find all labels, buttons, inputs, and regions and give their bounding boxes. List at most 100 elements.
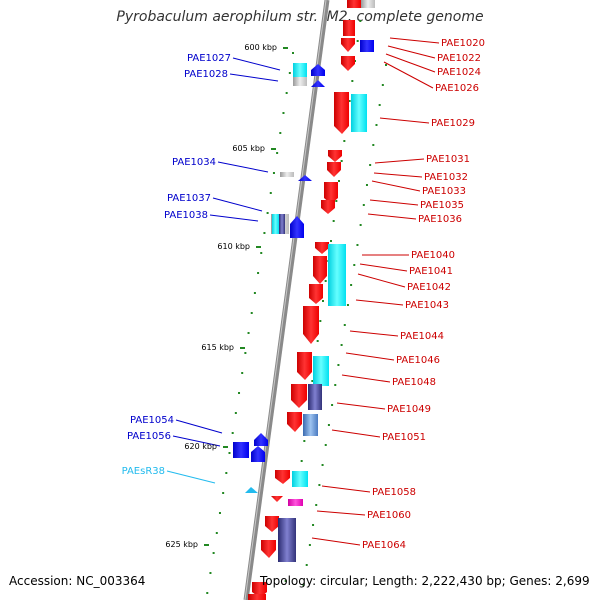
guide-dot (362, 204, 365, 206)
gene-label-pae1024[interactable]: PAE1024 (437, 67, 481, 78)
guide-dot (381, 84, 384, 86)
guide-dot (334, 384, 337, 386)
gene-label-pae1060[interactable]: PAE1060 (367, 510, 411, 521)
gene-label-pae1040[interactable]: PAE1040 (411, 250, 455, 261)
guide-dot (372, 144, 375, 146)
gene-label-pae1048[interactable]: PAE1048 (392, 377, 436, 388)
kbp-tick-mark (240, 347, 245, 349)
gene-label-pae1056[interactable]: PAE1056 (127, 431, 171, 442)
guide-dot (378, 104, 381, 106)
guide-dot (321, 464, 324, 466)
guide-dot (272, 172, 275, 174)
gene-label-pae1051[interactable]: PAE1051 (382, 432, 426, 443)
gene-marker (261, 540, 276, 558)
gene-label-pae1058[interactable]: PAE1058 (372, 487, 416, 498)
leader-line (367, 213, 417, 220)
leader-line (331, 429, 381, 438)
gene-marker (293, 63, 307, 77)
topology-text: Topology: circular; Length: 2,222,430 bp… (260, 574, 590, 588)
gene-label-pae1027[interactable]: PAE1027 (187, 53, 231, 64)
gene-marker (278, 518, 296, 562)
gene-label-pae1020[interactable]: PAE1020 (441, 38, 485, 49)
gene-marker (290, 216, 304, 238)
gene-label-pae1022[interactable]: PAE1022 (437, 53, 481, 64)
guide-dot (225, 472, 228, 474)
gene-marker (291, 384, 307, 408)
guide-dot (269, 192, 272, 194)
guide-dot (353, 264, 356, 266)
guide-dot (311, 380, 314, 382)
gene-label-pae1035[interactable]: PAE1035 (420, 200, 464, 211)
guide-dot (285, 92, 288, 94)
leader-line (172, 435, 221, 447)
gene-marker (360, 40, 374, 52)
kbp-tick-label: 600 kbp (244, 43, 277, 52)
kbp-tick-mark (223, 446, 228, 448)
genome-title: Pyrobaculum aerophilum str. IM2, complet… (116, 9, 484, 25)
gene-marker (292, 471, 308, 487)
gene-label-pae1044[interactable]: PAE1044 (400, 331, 444, 342)
kbp-tick-mark (271, 148, 276, 150)
gene-label-pae1054[interactable]: PAE1054 (130, 415, 174, 426)
gene-marker (287, 412, 302, 432)
leader-line (349, 330, 399, 337)
gene-label-pae1036[interactable]: PAE1036 (418, 214, 462, 225)
leader-line (232, 57, 281, 71)
guide-dot (340, 160, 343, 162)
gene-marker (248, 594, 266, 600)
guide-dot (351, 80, 354, 82)
gene-label-pae1034[interactable]: PAE1034 (172, 157, 216, 168)
guide-dot (218, 512, 221, 514)
gene-marker (341, 38, 355, 52)
gene-marker (343, 20, 355, 36)
gene-label-pae1042[interactable]: PAE1042 (407, 282, 451, 293)
genome-backbone-highlight (244, 0, 327, 600)
gene-marker (233, 442, 249, 458)
gene-label-pae1041[interactable]: PAE1041 (409, 266, 453, 277)
gene-label-pae1037[interactable]: PAE1037 (167, 193, 211, 204)
gene-marker (361, 0, 375, 8)
guide-dot (335, 200, 338, 202)
guide-dot (209, 572, 212, 574)
guide-dot (244, 352, 247, 354)
guide-dot (337, 364, 340, 366)
guide-dot (238, 392, 241, 394)
guide-dot (319, 320, 322, 322)
guide-dot (315, 504, 318, 506)
gene-marker (309, 284, 323, 304)
gene-label-paesr38[interactable]: PAEsR38 (122, 466, 165, 477)
gene-label-pae1049[interactable]: PAE1049 (387, 404, 431, 415)
guide-dot (266, 212, 269, 214)
leader-line (321, 485, 371, 493)
guide-dot (282, 112, 285, 114)
leader-line (357, 273, 406, 288)
gene-marker (347, 0, 361, 8)
leader-line (359, 263, 408, 272)
gene-marker (297, 352, 312, 380)
gene-marker (271, 496, 283, 502)
gene-label-pae1032[interactable]: PAE1032 (424, 172, 468, 183)
guide-dot (359, 224, 362, 226)
leader-line (355, 299, 404, 306)
guide-dot (302, 584, 305, 586)
leader-line (311, 537, 361, 546)
gene-label-pae1033[interactable]: PAE1033 (422, 186, 466, 197)
gene-marker (275, 470, 290, 484)
gene-marker (328, 150, 342, 162)
gene-label-pae1031[interactable]: PAE1031 (426, 154, 470, 165)
guide-dot (305, 564, 308, 566)
gene-label-pae1026[interactable]: PAE1026 (435, 83, 479, 94)
leader-line (209, 214, 259, 222)
gene-marker (334, 126, 349, 134)
leader-line (229, 73, 279, 82)
gene-label-pae1046[interactable]: PAE1046 (396, 355, 440, 366)
guide-dot (332, 220, 335, 222)
gene-label-pae1064[interactable]: PAE1064 (362, 540, 406, 551)
gene-label-pae1038[interactable]: PAE1038 (164, 210, 208, 221)
guide-dot (346, 304, 349, 306)
gene-label-pae1029[interactable]: PAE1029 (431, 118, 475, 129)
guide-dot (312, 524, 315, 526)
gene-marker (341, 56, 355, 71)
gene-label-pae1028[interactable]: PAE1028 (184, 69, 228, 80)
gene-label-pae1043[interactable]: PAE1043 (405, 300, 449, 311)
